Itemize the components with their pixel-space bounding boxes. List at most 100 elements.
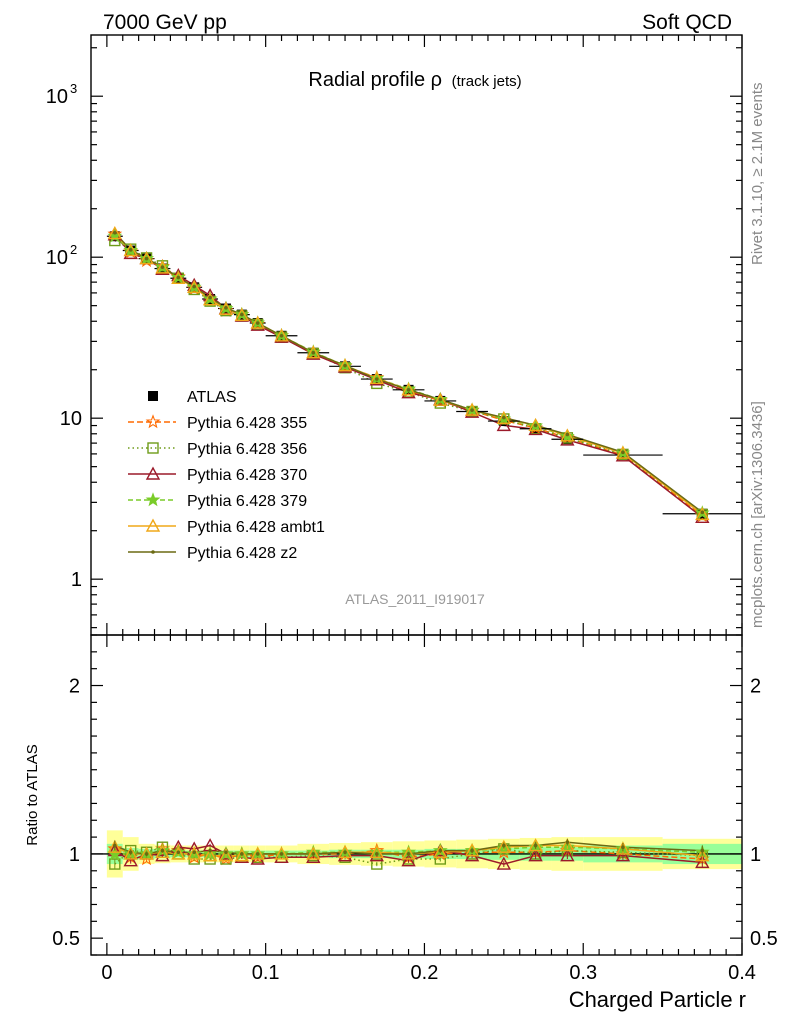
ratio-series-marker bbox=[224, 850, 228, 855]
main-series-marker bbox=[695, 506, 710, 521]
ratio-series-marker bbox=[401, 846, 416, 860]
ratio-series-marker bbox=[171, 846, 186, 860]
ratio-series-marker bbox=[123, 853, 138, 867]
ratio-series-marker bbox=[375, 852, 379, 856]
ratio-series-marker bbox=[139, 846, 154, 860]
ratio-series-marker bbox=[343, 850, 347, 855]
main-series-marker bbox=[470, 408, 474, 412]
ratio-series-marker bbox=[192, 850, 197, 855]
analysis-watermark: ATLAS_2011_I919017 bbox=[345, 591, 485, 607]
ratio-series-marker bbox=[700, 848, 705, 853]
legend-label: Pythia 6.428 z2 bbox=[187, 545, 297, 562]
main-plot-title-main: Radial profile ρ bbox=[308, 69, 442, 91]
ratio-series-marker bbox=[464, 843, 480, 857]
main-series-marker bbox=[128, 248, 133, 252]
main-series-marker bbox=[123, 243, 138, 257]
mcplots-label: mcplots.cern.ch [arXiv:1306.3436] bbox=[749, 401, 766, 628]
ratio-series-marker bbox=[369, 844, 384, 858]
ratio-y-tick-label-right: 2 bbox=[750, 676, 761, 698]
ratio-series-marker bbox=[274, 846, 289, 860]
ratio-series-marker bbox=[202, 848, 218, 862]
ratio-y-tick-label-left: 2 bbox=[69, 676, 80, 698]
main-series-marker bbox=[496, 417, 512, 432]
ratio-series-line bbox=[114, 846, 703, 865]
main-series-marker bbox=[565, 432, 570, 437]
ratio-series-marker bbox=[560, 838, 575, 852]
ratio-series-marker bbox=[123, 846, 138, 860]
main-series-marker bbox=[240, 312, 244, 317]
main-series-marker bbox=[255, 321, 260, 325]
legend-label: Pythia 6.428 355 bbox=[187, 415, 307, 432]
header-right: Soft QCD bbox=[642, 11, 732, 34]
main-series-marker bbox=[406, 388, 411, 392]
legend-label: Pythia 6.428 379 bbox=[187, 493, 307, 510]
ratio-series-marker bbox=[250, 846, 265, 860]
x-axis-label: Charged Particle r bbox=[569, 987, 746, 1012]
legend: ATLAS Pythia 6.428 355 Pythia 6.428 356 Pyt… bbox=[128, 389, 325, 562]
legend-marker bbox=[145, 492, 161, 507]
ratio-series-marker bbox=[155, 844, 170, 858]
ratio-series-marker bbox=[528, 848, 543, 862]
legend-marker bbox=[147, 442, 159, 454]
ratio-series-marker bbox=[401, 853, 416, 867]
ratio-series-marker bbox=[176, 850, 181, 855]
ratio-series-marker bbox=[240, 852, 244, 856]
ratio-series-marker bbox=[560, 848, 575, 862]
ratio-series-marker bbox=[128, 850, 133, 855]
main-series-marker bbox=[438, 397, 443, 402]
legend-label: Pythia 6.428 ambt1 bbox=[187, 519, 325, 536]
ratio-series-marker bbox=[621, 845, 625, 850]
ratio-series-marker bbox=[255, 852, 260, 856]
ratio-y-axis-label: Ratio to ATLAS bbox=[24, 744, 41, 845]
ratio-series-marker bbox=[371, 858, 383, 870]
main-series-marker bbox=[615, 445, 631, 459]
ratio-series-marker bbox=[470, 848, 474, 853]
main-y-tick-label-exponent: 3 bbox=[70, 81, 77, 96]
main-series-marker bbox=[208, 295, 212, 300]
main-series-marker bbox=[337, 358, 353, 372]
main-series-marker bbox=[311, 350, 316, 355]
x-tick-label: 0.3 bbox=[569, 962, 597, 984]
ratio-y-tick-label-left: 0.5 bbox=[52, 928, 80, 950]
main-y-tick-label: 10 bbox=[46, 86, 68, 108]
main-series-marker bbox=[176, 275, 181, 280]
ratio-series-marker bbox=[218, 848, 234, 862]
ratio-series-marker bbox=[406, 852, 411, 856]
ratio-series-marker bbox=[337, 844, 353, 858]
x-tick-label: 0 bbox=[101, 962, 112, 984]
main-y-tick-label: 10 bbox=[46, 247, 68, 269]
main-series-marker bbox=[502, 415, 506, 420]
ratio-series-marker bbox=[533, 843, 538, 848]
main-series-marker bbox=[113, 231, 117, 235]
ratio-series-marker bbox=[113, 843, 117, 848]
ratio-series-marker bbox=[279, 852, 284, 856]
main-series-marker bbox=[433, 392, 448, 406]
ratio-series-marker bbox=[187, 846, 202, 860]
ratio-series-marker bbox=[615, 841, 631, 855]
ratio-series-marker bbox=[496, 839, 512, 853]
rivet-version-label: Rivet 3.1.10, ≥ 2.1M events bbox=[749, 83, 766, 266]
legend-label: Pythia 6.428 370 bbox=[187, 467, 307, 484]
ratio-series-layer bbox=[91, 838, 742, 870]
main-series-marker bbox=[279, 333, 284, 338]
main-series-marker bbox=[274, 328, 289, 342]
main-series-marker bbox=[700, 510, 705, 515]
main-y-tick-label-exponent: 2 bbox=[70, 242, 77, 257]
main-series-marker bbox=[160, 265, 165, 269]
main-series-marker bbox=[224, 306, 228, 310]
legend-marker bbox=[145, 466, 161, 480]
legend-label: ATLAS bbox=[187, 389, 237, 406]
ratio-series-marker bbox=[433, 844, 448, 858]
ratio-series-marker bbox=[615, 848, 631, 862]
legend-marker bbox=[148, 391, 158, 401]
legend-marker bbox=[145, 414, 161, 429]
main-series-marker bbox=[144, 256, 149, 261]
ratio-series-marker bbox=[502, 843, 506, 848]
legend-marker bbox=[151, 550, 155, 554]
main-series-layer bbox=[106, 226, 742, 524]
x-tick-label: 0.1 bbox=[252, 962, 280, 984]
ratio-plot-frame bbox=[90, 634, 743, 956]
